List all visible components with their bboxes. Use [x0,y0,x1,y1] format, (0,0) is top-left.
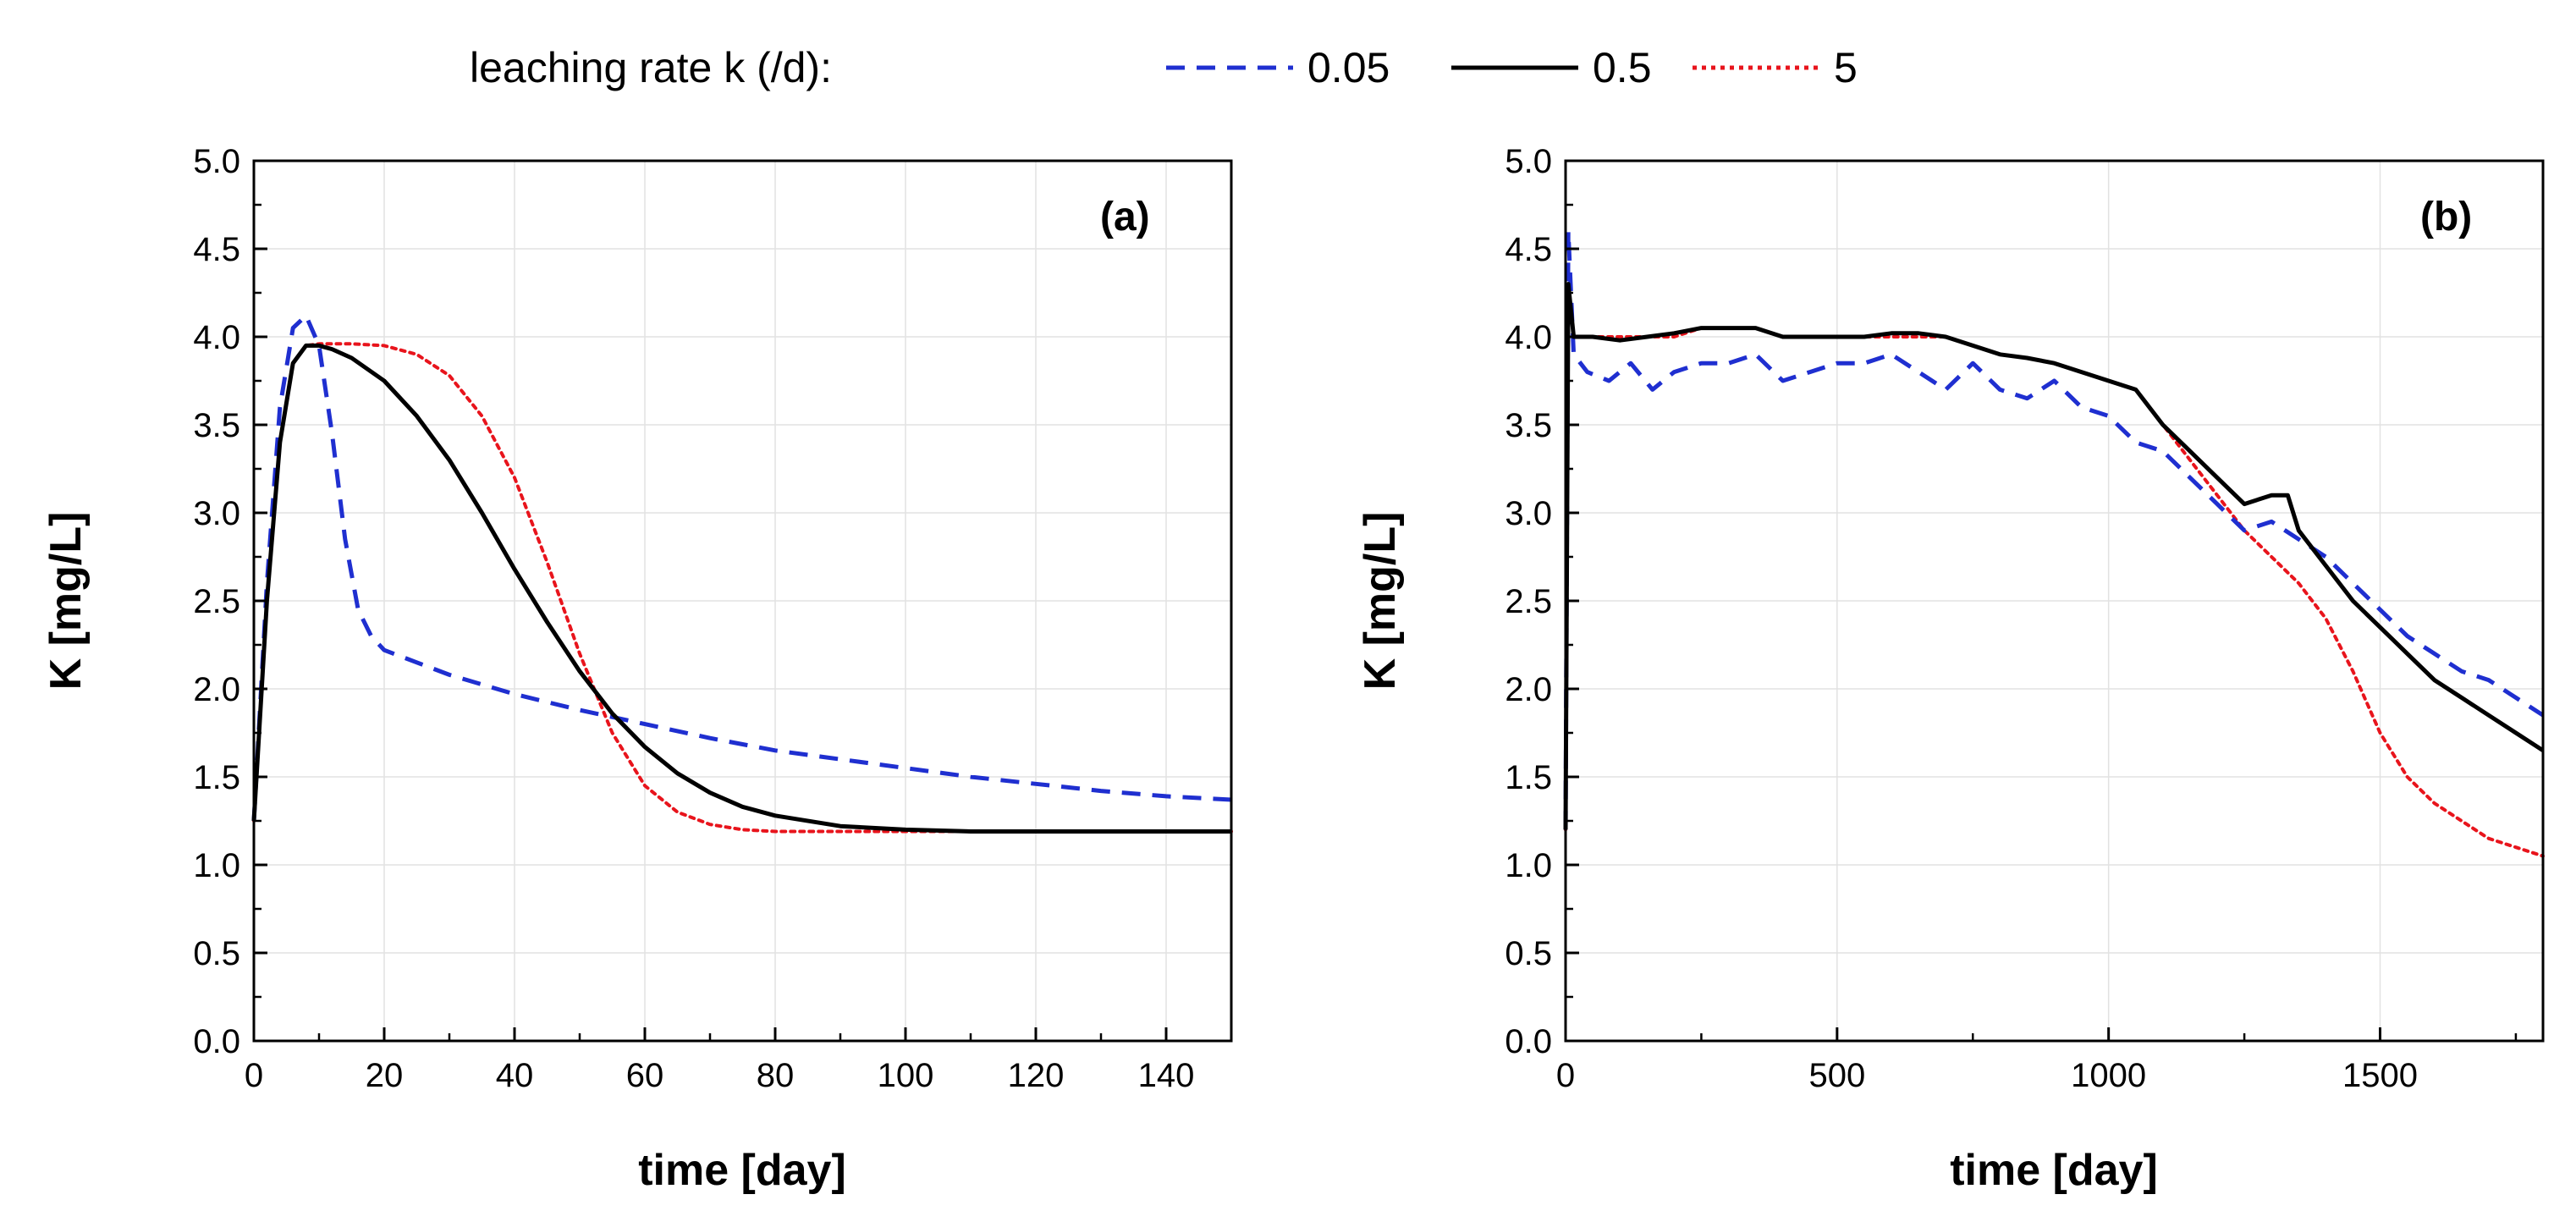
series-line-5 [1564,282,2545,858]
panel-a-ticks: 0.0 0.5 1.0 1.5 2.0 2.5 3.0 3.5 4.0 4.5 5.0 0 20 40 60… [193,143,1194,1094]
y-tick-label: 1.0 [193,847,240,884]
panel-a-grid [253,160,1231,1042]
panel-b-ticks: 0.0 0.5 1.0 1.5 2.0 2.5 3.0 3.5 4.0 4.5 5.0 0 500 100… [1505,143,2518,1094]
legend: leaching rate k (/d): 0.05 0.5 5 [470,44,1858,91]
series-line-0.5 [251,343,1231,834]
y-tick-label: 4.0 [1505,319,1552,356]
y-tick-label: 1.5 [1505,759,1552,796]
y-tick-label: 2.5 [193,583,240,620]
panel-a-xlabel: time [day] [638,1146,846,1195]
y-tick-label: 0.5 [1505,935,1552,972]
y-tick-label: 2.0 [193,671,240,708]
legend-label-0.5: 0.5 [1593,44,1652,91]
y-tick-label: 0.0 [193,1023,240,1060]
y-tick-label: 2.5 [1505,583,1552,620]
y-tick-label: 0.5 [193,935,240,972]
x-tick-label: 120 [1008,1057,1065,1094]
legend-label-5: 5 [1834,44,1858,91]
panel-b-xlabel: time [day] [1950,1146,2158,1195]
panel-a-label: (a) [1100,195,1150,239]
y-tick-label: 4.0 [193,319,240,356]
panel-b: 0.0 0.5 1.0 1.5 2.0 2.5 3.0 3.5 4.0 4.5 5.0 0 500 100… [1356,143,2545,1195]
y-tick-label: 1.0 [1505,847,1552,884]
y-tick-label: 1.5 [193,759,240,796]
panel-a-ylabel: K [mg/L] [41,512,91,691]
y-tick-label: 3.0 [193,495,240,532]
x-tick-label: 500 [1808,1057,1865,1094]
panel-b-label: (b) [2420,195,2472,239]
panel-a: 0.0 0.5 1.0 1.5 2.0 2.5 3.0 3.5 4.0 4.5 5.0 0 20 40 60… [41,143,1233,1195]
x-tick-label: 1000 [2071,1057,2146,1094]
x-tick-label: 80 [757,1057,795,1094]
x-tick-label: 100 [878,1057,934,1094]
y-tick-label: 5.0 [1505,143,1552,180]
y-tick-label: 5.0 [193,143,240,180]
x-tick-label: 40 [496,1057,534,1094]
y-tick-label: 4.5 [1505,231,1552,268]
x-tick-label: 0 [245,1057,263,1094]
panel-b-ylabel: K [mg/L] [1356,512,1405,691]
legend-title: leaching rate k (/d): [470,44,832,91]
panel-b-grid [1565,160,2543,1042]
legend-label-0.05: 0.05 [1307,44,1390,91]
panel-a-series [251,313,1233,834]
x-tick-label: 0 [1556,1057,1575,1094]
series-line-0.05 [251,313,1232,822]
x-tick-label: 140 [1138,1057,1195,1094]
y-tick-label: 0.0 [1505,1023,1552,1060]
x-tick-label: 20 [366,1057,404,1094]
panel-b-series [1563,228,2545,858]
y-tick-label: 4.5 [193,231,240,268]
x-tick-label: 1500 [2342,1057,2418,1094]
y-tick-label: 3.0 [1505,495,1552,532]
x-tick-label: 60 [626,1057,664,1094]
series-line-0.05 [1563,228,2545,830]
y-tick-label: 3.5 [193,407,240,444]
series-line-5 [252,342,1233,834]
y-tick-label: 3.5 [1505,407,1552,444]
series-line-0.5 [1563,282,2545,830]
y-tick-label: 2.0 [1505,671,1552,708]
